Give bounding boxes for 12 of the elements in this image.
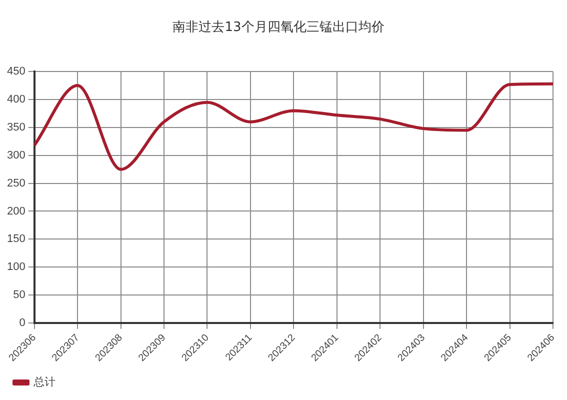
y-tick-label: 50	[13, 289, 26, 302]
y-tick-label: 150	[6, 233, 26, 246]
y-tick-label: 350	[6, 121, 26, 134]
y-tick-label: 0	[19, 316, 26, 329]
y-tick-label: 250	[6, 177, 26, 190]
legend-label: 总计	[32, 376, 56, 389]
y-tick-label: 450	[6, 66, 26, 78]
y-tick-label: 300	[6, 149, 26, 162]
y-tick-label: 400	[6, 94, 26, 106]
chart-title: 南非过去13个月四氧化三锰出口均价	[172, 20, 384, 36]
y-tick-label: 100	[6, 261, 26, 274]
y-tick-label: 200	[6, 205, 26, 218]
